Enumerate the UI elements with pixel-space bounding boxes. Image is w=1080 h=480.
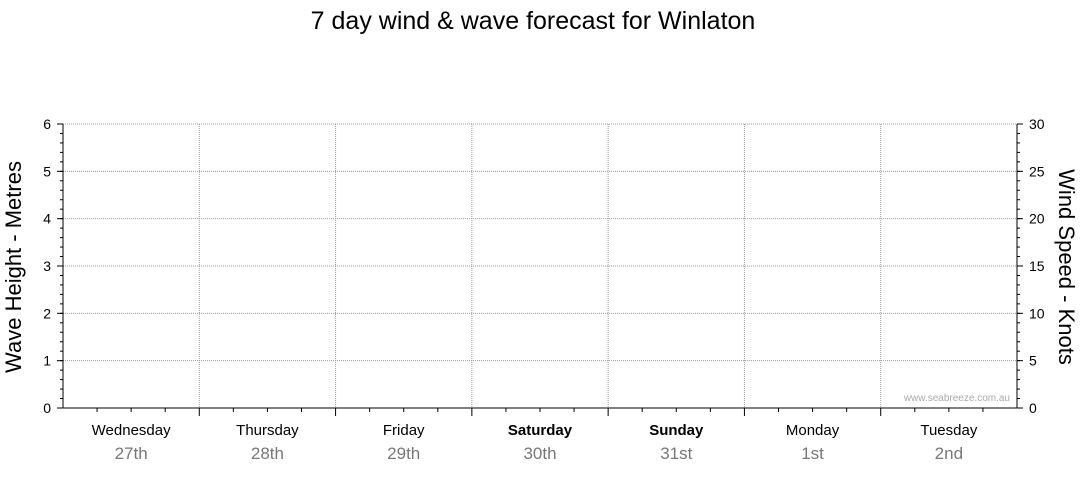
day-labels: Wednesday 27th Thursday 28th Friday 29th Satur… [92,422,978,463]
y-right-tick-label: 30 [1029,116,1045,132]
y-right-tick-label: 25 [1029,163,1045,179]
y-left-tick-label: 5 [43,163,51,179]
chart-title: 7 day wind & wave forecast for Winlaton [311,7,756,35]
y-right-tick-label: 5 [1029,353,1037,369]
day-name-label: Tuesday [920,422,977,439]
day-name-label: Sunday [649,422,704,439]
day-date-label: 30th [523,444,556,463]
y-right-tick-label: 0 [1029,400,1037,416]
day-name-label: Friday [383,422,425,439]
day-name-label: Saturday [508,422,573,439]
tick-labels: 0 1 2 3 4 5 6 0 5 10 15 20 25 30 [43,116,1045,416]
day-name-label: Wednesday [92,422,171,439]
y-right-tick-label: 15 [1029,258,1045,274]
watermark: www.seabreeze.com.au [903,393,1010,404]
y-left-tick-label: 0 [43,400,51,416]
day-name-label: Thursday [236,422,299,439]
day-date-label: 31st [660,444,692,463]
y-left-tick-label: 6 [43,116,51,132]
y-axis-label-left: Wave Height - Metres [1,161,26,373]
axis-layer [57,123,1023,416]
y-left-tick-label: 1 [43,353,51,369]
day-date-label: 2nd [935,444,963,463]
day-date-label: 1st [801,444,824,463]
day-date-label: 27th [115,444,148,463]
y-left-tick-label: 4 [43,211,51,227]
y-left-tick-label: 3 [43,258,51,274]
y-axis-label-right: Wind Speed - Knots [1054,169,1079,365]
day-date-label: 28th [251,444,284,463]
grid-layer [63,123,1017,408]
y-right-tick-label: 20 [1029,211,1045,227]
day-date-label: 29th [387,444,420,463]
day-name-label: Monday [786,422,840,439]
y-left-tick-label: 2 [43,305,51,321]
y-right-tick-label: 10 [1029,305,1045,321]
